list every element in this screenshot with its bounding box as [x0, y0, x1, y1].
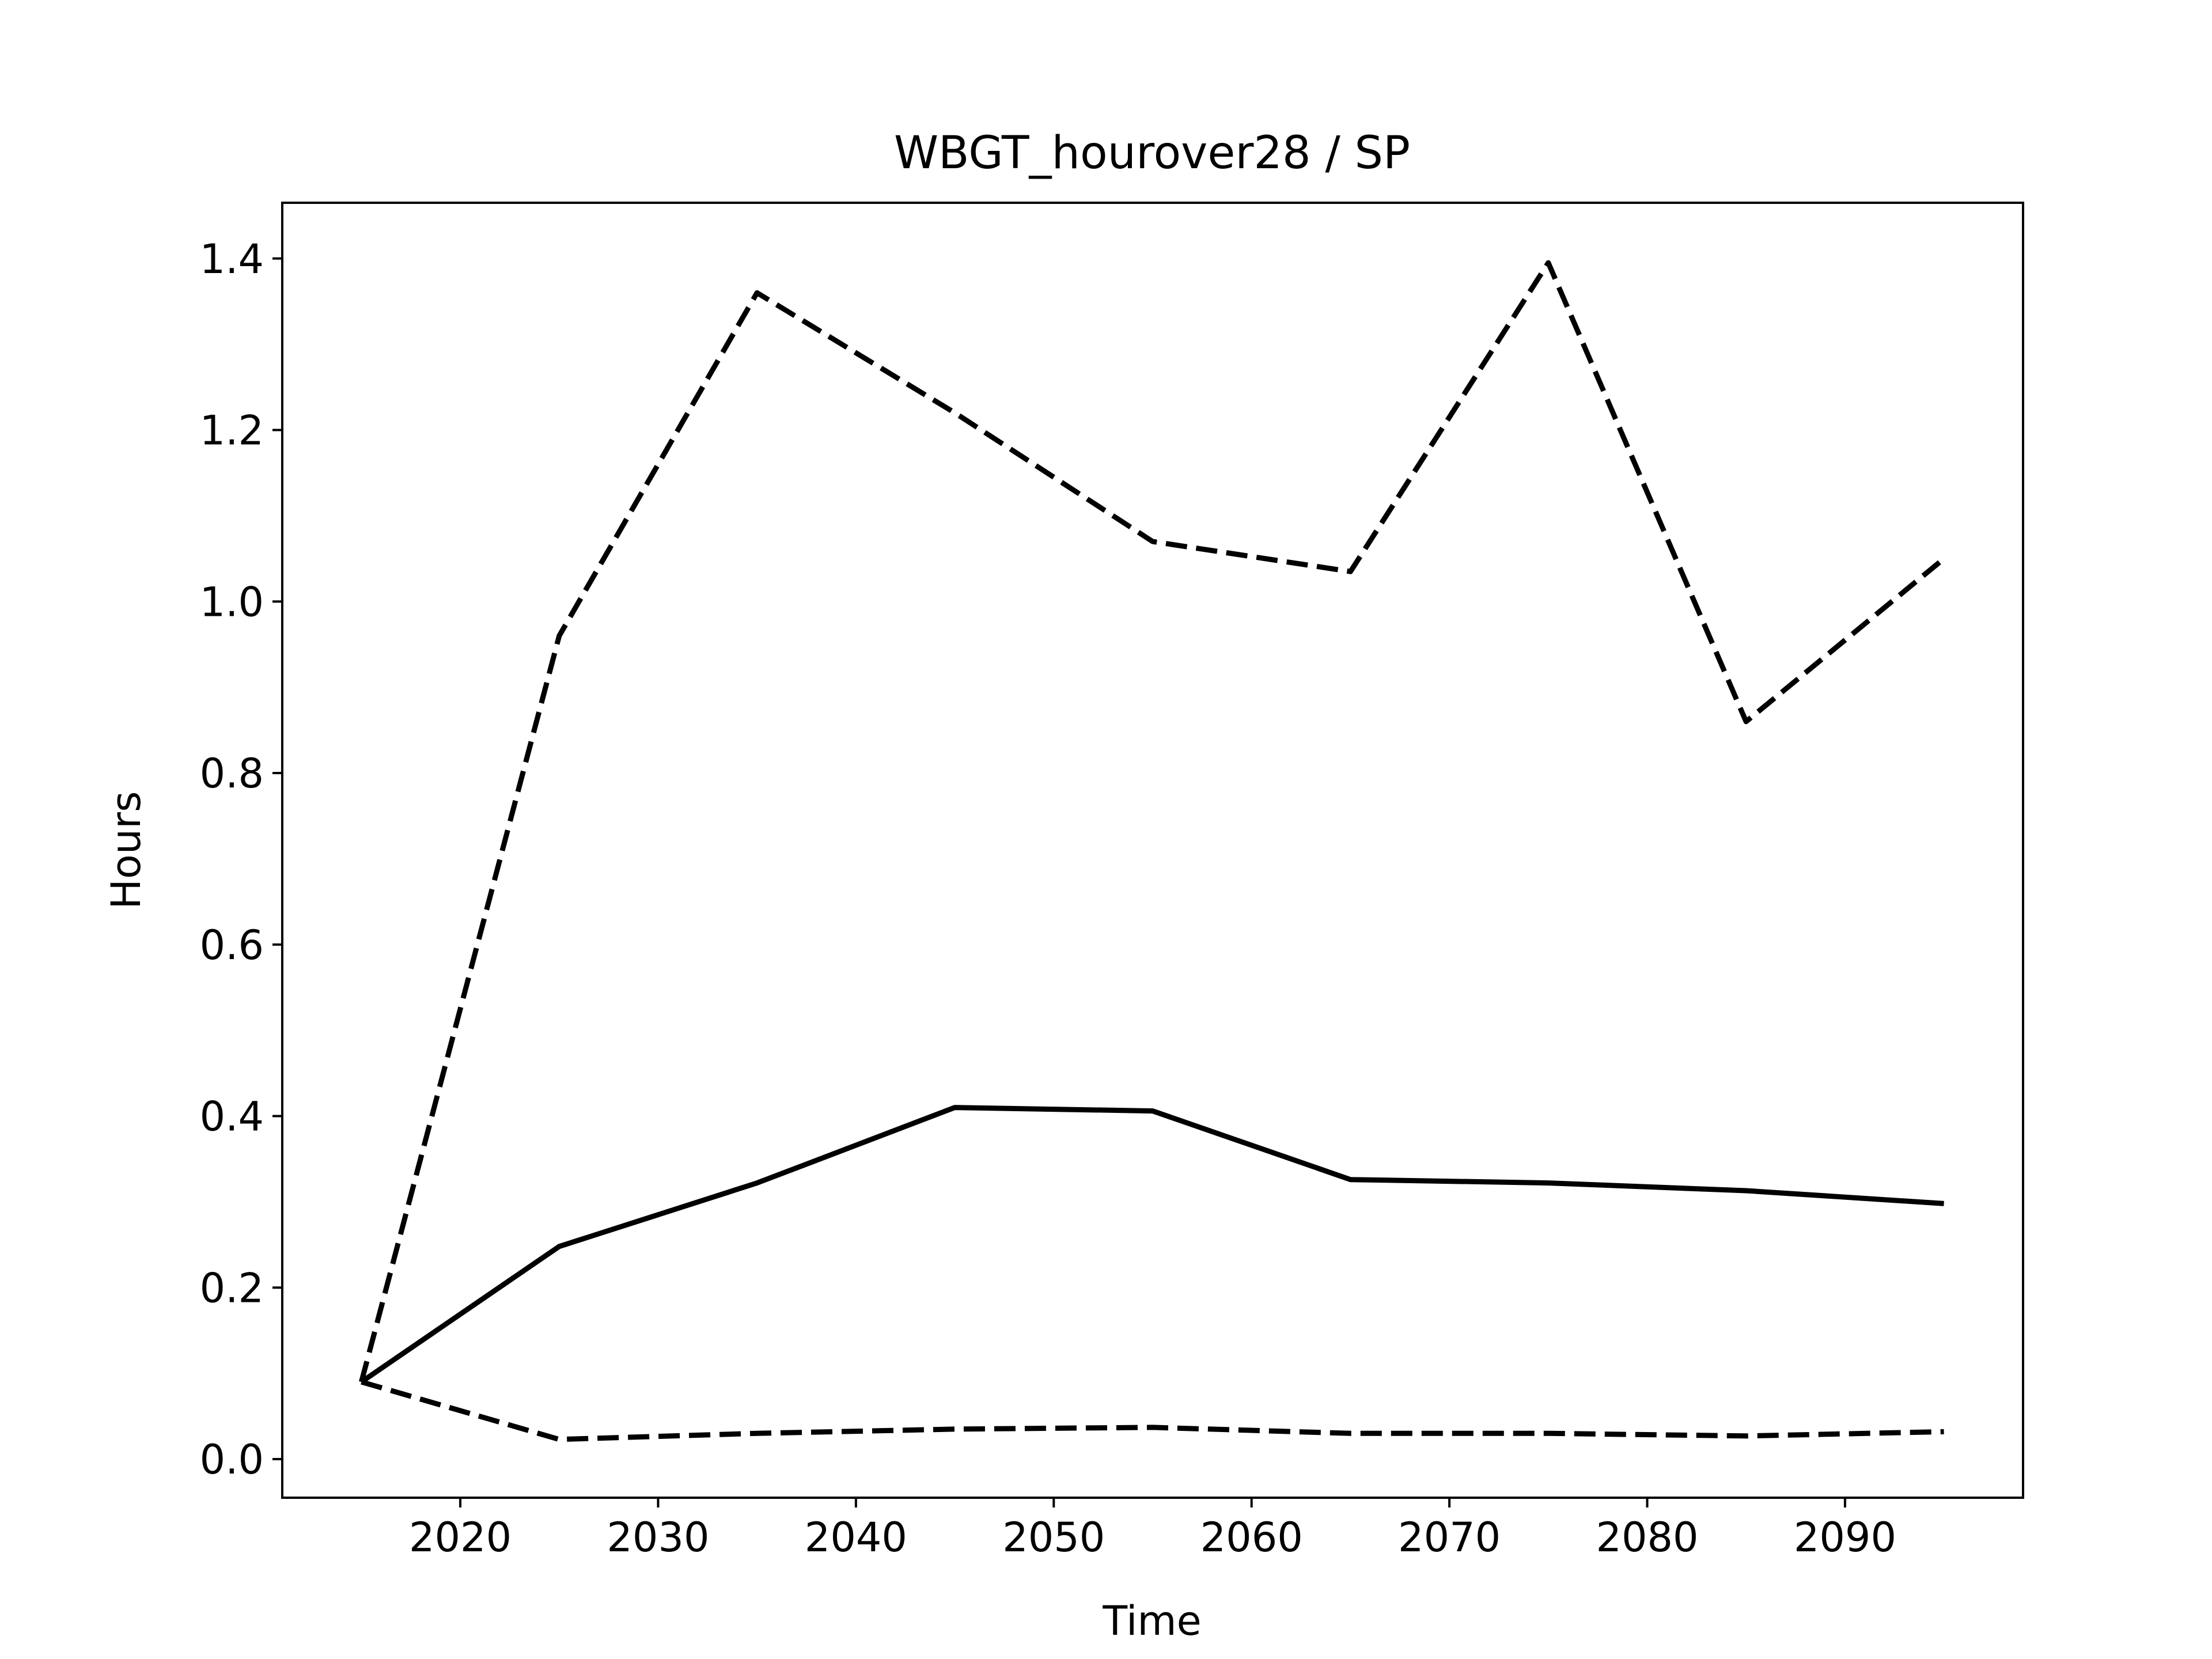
- x-tick-label: 2060: [1200, 1514, 1303, 1561]
- x-tick-label: 2090: [1794, 1514, 1896, 1561]
- x-tick-label: 2040: [805, 1514, 907, 1561]
- x-tick-label: 2080: [1596, 1514, 1698, 1561]
- y-tick-label: 0.8: [200, 750, 264, 797]
- x-tick-label: 2020: [409, 1514, 512, 1561]
- y-tick-label: 0.6: [200, 922, 264, 969]
- y-tick-label: 0.4: [200, 1093, 264, 1141]
- y-tick-label: 0.0: [200, 1436, 264, 1483]
- y-tick-label: 1.4: [200, 236, 264, 283]
- x-axis: 2020 2030 2040 2050 2060 2070 2080 2090: [409, 1498, 1896, 1561]
- plot-frame: [281, 202, 2024, 1499]
- series-line-3: [361, 1379, 1944, 1442]
- x-tick-label: 2050: [1002, 1514, 1105, 1561]
- y-tick-label: 1.2: [200, 407, 264, 454]
- series-line-1: [359, 260, 1946, 1383]
- x-tick-label: 2030: [607, 1514, 709, 1561]
- y-tick-label: 0.2: [200, 1264, 264, 1312]
- series-line-2: [359, 1105, 1944, 1384]
- y-axis: 0.0 0.2 0.4 0.6 0.8 1.0 1.2 1.4: [200, 236, 282, 1483]
- series-group: [359, 260, 1946, 1442]
- y-tick-label: 1.0: [200, 578, 264, 626]
- y-axis-label: Hours: [103, 791, 150, 909]
- x-axis-label: Time: [1102, 1597, 1201, 1645]
- chart-title: WBGT_hourover28 / SP: [894, 127, 1410, 179]
- x-tick-label: 2070: [1398, 1514, 1501, 1561]
